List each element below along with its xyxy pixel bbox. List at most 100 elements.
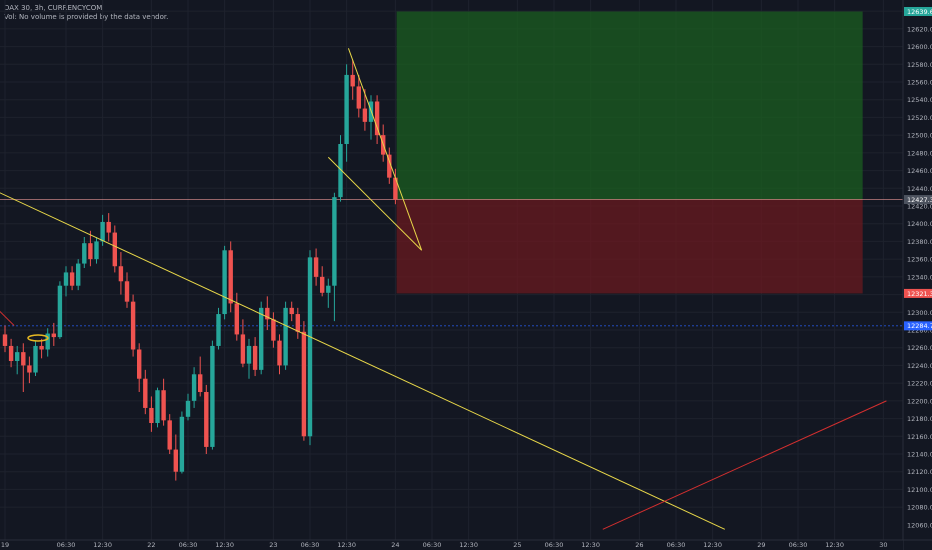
price-tick-label: 12420.0 [907,203,932,211]
candle [69,266,75,291]
loss-zone [396,199,863,294]
price-tick-label: 12220.0 [907,380,932,388]
candle [368,95,374,140]
trendline [0,310,15,326]
candle [191,367,197,408]
candle-body [332,197,337,286]
time-tick-label: 06:30 [667,541,686,549]
candle-body [63,272,69,286]
time-tick-label: 24 [391,541,399,549]
candle-body [356,86,361,109]
volume-note: Vol: No volume is provided by the data v… [4,13,169,21]
time-tick-label: 29 [757,541,765,549]
candle-body [252,345,258,370]
candle [76,259,81,291]
time-tick-label: 25 [513,541,521,549]
chart-title: DAX 30, 3h, CURRENCYCOM [4,4,103,12]
price-tick-label: 12560.0 [907,79,932,87]
candle-body [198,374,203,392]
candle-body [362,108,368,122]
price-tick-label: 12540.0 [907,96,932,104]
time-tick-label: 06:30 [423,541,442,549]
candle [332,192,337,322]
candle-body [210,345,215,447]
candle-body [130,301,136,350]
candle-body [161,390,166,421]
price-badge-bg [904,288,932,298]
candle-body [350,74,355,87]
candle [15,345,20,375]
price-badge-label: 12639.6 [907,8,932,16]
price-tick-label: 12400.0 [907,220,932,228]
candle [295,307,300,339]
price-tick-label: 12340.0 [907,273,932,281]
candle [313,248,319,286]
candle [277,334,282,375]
candle-body [33,345,38,373]
candle-body [228,250,233,304]
candle [155,387,160,428]
price-tick-label: 12140.0 [907,451,932,459]
candle [118,252,124,295]
candle [149,396,154,432]
candle-body [155,390,160,423]
time-tick-label: 06:30 [301,541,320,549]
candle-body [149,407,154,423]
candle [387,147,392,184]
candle-body [387,154,392,178]
time-tick-label: 06:30 [789,541,808,549]
candle-body [313,257,319,277]
candle [82,237,87,268]
candle-body [76,263,81,286]
candle-body [295,314,300,332]
time-tick-label: 06:30 [179,541,198,549]
price-tick-label: 12500.0 [907,132,932,140]
time-axis-bg [0,540,903,550]
candle [8,338,14,368]
trendline [347,48,423,251]
time-tick-label: 12:30 [825,541,844,549]
candle [344,64,349,162]
candle [350,59,355,100]
candle [21,343,26,392]
price-tick-label: 12480.0 [907,149,932,157]
candle-body [57,285,63,338]
candle-body [94,241,99,260]
candle [265,296,270,330]
candle [179,411,185,474]
highlight-ellipse-shape [27,334,49,342]
candle-body [88,243,93,260]
price-badge-bg [904,321,932,331]
candle [326,278,331,308]
candle [259,301,264,375]
candle-body [277,340,282,366]
price-badges: 12639.6 12427.3 12321.3 12284.7 [904,6,932,331]
candle-body [51,333,56,338]
candle [228,241,233,313]
price-tick-label: 12460.0 [907,167,932,175]
price-tick-label: 12060.0 [907,521,932,529]
candle-body [259,307,264,370]
price-tick-label: 12520.0 [907,114,932,122]
candle [246,338,252,379]
candle-body [393,177,398,200]
time-tick-label: 12:30 [581,541,600,549]
time-tick-label: 12:30 [337,541,356,549]
time-tick-label: 23 [269,541,277,549]
trendline [327,156,422,251]
candle [143,369,148,415]
price-tick-label: 12580.0 [907,61,932,69]
trendline [0,192,726,530]
candle [57,281,63,339]
price-tick-label: 12260.0 [907,344,932,352]
candle-body [374,101,380,136]
candle-body [124,281,130,302]
candle-body [234,303,239,335]
candle [289,301,294,322]
price-tick-label: 12100.0 [907,486,932,494]
candle [216,307,221,350]
candle-body [173,449,178,472]
candle [173,434,178,481]
price-tick-label: 12180.0 [907,415,932,423]
